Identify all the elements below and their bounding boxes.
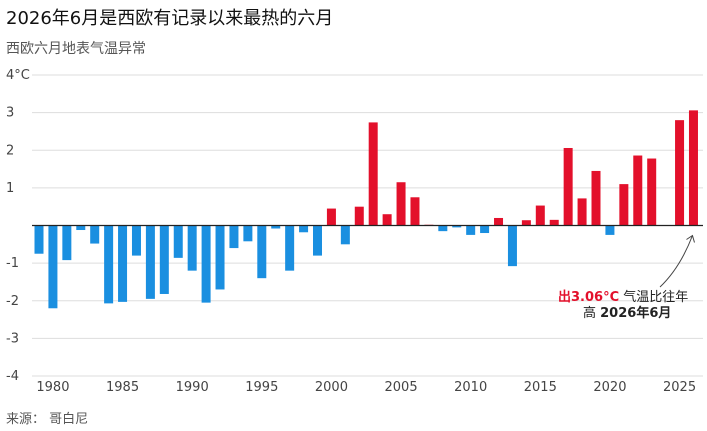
annotation-line-2: 高 2026年6月 (583, 305, 671, 321)
y-tick-label: -4 (6, 369, 19, 384)
bar-1994 (243, 225, 253, 242)
bar-1999 (313, 225, 322, 256)
x-axis-ticks: 1980 1985 1990 1995 2000 2005 2010 2015 2020 2025 (36, 380, 696, 395)
bar-1993 (229, 225, 239, 249)
bar-2016 (549, 219, 559, 226)
bar-1992 (215, 225, 225, 290)
bar-2026 (688, 110, 698, 226)
bar-2019 (591, 170, 601, 226)
y-tick-label: 1 (6, 181, 14, 196)
bar-2021 (619, 184, 629, 226)
x-tick-label: 1985 (106, 380, 139, 395)
bar-1988 (159, 225, 169, 294)
bar-2011 (480, 225, 490, 234)
bar-1989 (173, 225, 183, 258)
annotation-arrow (659, 235, 693, 288)
gridlines (32, 74, 703, 377)
bar-2018 (577, 198, 587, 226)
bar-2001 (340, 225, 350, 245)
bar-2010 (466, 225, 476, 235)
bar-2015 (535, 205, 545, 226)
bars (34, 110, 698, 309)
bar-2025 (675, 120, 685, 226)
bar-1984 (104, 225, 114, 304)
bar-1991 (201, 225, 211, 303)
bar-2017 (563, 147, 573, 226)
x-tick-label: 2025 (663, 380, 696, 395)
x-tick-label: 2010 (454, 380, 487, 395)
bar-2005 (396, 182, 406, 226)
annotation-line-1: 出3.06°C 气温比往年 (558, 289, 688, 305)
x-tick-label: 2015 (524, 380, 557, 395)
x-tick-label: 2005 (385, 380, 418, 395)
bar-2014 (521, 220, 531, 226)
bar-2022 (633, 155, 643, 226)
bar-2003 (368, 122, 378, 226)
bar-2023 (647, 158, 657, 226)
bar-1983 (90, 225, 100, 244)
bar-1985 (118, 225, 128, 302)
y-axis-ticks: 4°C 3 2 1 -1 -2 -3 -4 (6, 68, 30, 384)
bar-1998 (299, 225, 309, 233)
x-tick-label: 2020 (593, 380, 626, 395)
bar-2002 (354, 206, 364, 226)
bar-1980 (48, 225, 58, 309)
bar-1995 (257, 225, 267, 279)
bar-1997 (285, 225, 295, 271)
bar-2009 (452, 225, 462, 228)
y-tick-label: -2 (6, 294, 19, 309)
y-tick-label: -3 (6, 331, 19, 346)
bar-1982 (76, 225, 86, 231)
chart-title: 2026年6月是西欧有记录以来最热的六月 (6, 8, 334, 29)
bar-1981 (62, 225, 72, 261)
y-tick-label: 2 (6, 143, 14, 158)
bar-2004 (382, 214, 392, 226)
bar-2000 (326, 208, 336, 226)
annotation-text-2-prefix: 高 (583, 305, 600, 321)
x-tick-label: 1980 (36, 380, 69, 395)
x-tick-label: 1995 (245, 380, 278, 395)
annotation-arrowhead (686, 234, 695, 243)
bar-1987 (145, 225, 155, 299)
source-note: 来源： 哥白尼 (6, 412, 89, 427)
annotation-highlight: 出3.06°C (558, 289, 619, 305)
bar-1979 (34, 225, 44, 254)
bar-1990 (187, 225, 197, 271)
annotation-text-1: 气温比往年 (619, 289, 688, 305)
y-tick-label: -1 (6, 256, 19, 271)
y-tick-label: 4°C (6, 68, 30, 83)
bar-2012 (494, 217, 504, 226)
bar-2013 (507, 225, 517, 267)
chart-subtitle: 西欧六月地表气温异常 (6, 41, 146, 57)
x-tick-label: 2000 (315, 380, 348, 395)
y-tick-label: 3 (6, 106, 14, 121)
bar-1986 (131, 225, 141, 256)
bar-1996 (271, 225, 281, 229)
x-tick-label: 1990 (176, 380, 209, 395)
annotation: 出3.06°C 气温比往年 高 2026年6月 (558, 234, 695, 321)
bar-2020 (605, 225, 615, 235)
annotation-text-2-bold: 2026年6月 (600, 305, 671, 321)
bar-2006 (410, 197, 420, 226)
bar-2008 (438, 225, 448, 232)
